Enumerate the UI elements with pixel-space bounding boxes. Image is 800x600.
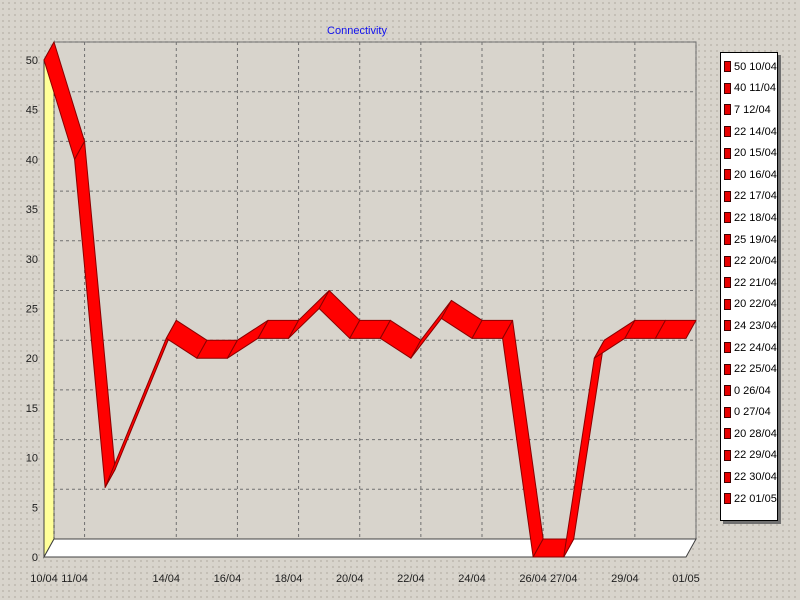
legend-swatch [724,61,731,73]
legend-item: 22 20/04 [721,250,777,272]
x-tick-label: 14/04 [153,573,181,585]
x-tick-label: 24/04 [458,573,486,585]
series-ribbon [43,41,697,558]
legend-item: 22 18/04 [721,207,777,229]
x-tick-label: 20/04 [336,573,364,585]
legend-item: 0 27/04 [721,402,777,424]
legend-swatch [724,363,731,375]
legend-item: 22 24/04 [721,337,777,359]
legend-label: 22 18/04 [734,211,777,224]
x-tick-label: 01/05 [672,573,700,585]
legend-item: 24 23/04 [721,315,777,337]
legend-item: 20 16/04 [721,164,777,186]
legend-swatch [724,147,731,159]
legend-label: 22 17/04 [734,190,777,203]
y-tick-label: 20 [26,353,38,365]
legend-item: 50 10/04 [721,56,777,78]
legend-swatch [724,428,731,440]
legend-swatch [724,234,731,246]
legend-label: 0 27/04 [734,406,771,419]
y-tick-label: 25 [26,304,38,316]
legend-label: 20 28/04 [734,427,777,440]
legend-swatch [724,385,731,397]
legend-item: 25 19/04 [721,229,777,251]
legend-item: 22 29/04 [721,445,777,467]
series-segment [654,319,697,339]
legend-item: 20 22/04 [721,294,777,316]
x-tick-label: 27/04 [550,573,578,585]
x-tick-label: 16/04 [214,573,242,585]
legend-item: 22 01/05 [721,488,777,510]
y-axis: 0 5 10 15 20 25 30 35 40 45 50 [26,55,38,564]
grid-lines [53,41,697,539]
legend-swatch [724,449,731,461]
y-tick-label: 45 [26,105,38,117]
legend-item: 22 14/04 [721,121,777,143]
legend-label: 22 14/04 [734,125,777,138]
y-tick-label: 5 [32,502,38,514]
legend-label: 40 11/04 [734,82,777,95]
legend-label: 22 25/04 [734,363,777,376]
x-tick-label: 26/04 [519,573,547,585]
legend-swatch [724,298,731,310]
legend-item: 22 30/04 [721,466,777,488]
legend-item: 40 11/04 [721,78,777,100]
plot-floor [43,538,697,558]
legend-swatch [724,82,731,94]
legend-swatch [724,471,731,483]
legend-swatch [724,320,731,332]
x-tick-label: 11/04 [61,573,88,585]
x-tick-label: 18/04 [275,573,303,585]
legend-label: 20 22/04 [734,298,777,311]
y-tick-label: 0 [32,552,38,564]
legend-swatch [724,277,731,289]
x-tick-label: 10/04 [30,573,58,585]
legend-swatch [724,104,731,116]
plot-left-wall [43,40,55,559]
x-tick-label: 22/04 [397,573,425,585]
legend-label: 22 30/04 [734,471,777,484]
legend-label: 7 12/04 [734,103,771,116]
legend-label: 22 29/04 [734,449,777,462]
legend-label: 0 26/04 [734,384,771,397]
legend-item: 22 25/04 [721,358,777,380]
legend-label: 20 16/04 [734,168,777,181]
legend-swatch [724,255,731,267]
legend-item: 7 12/04 [721,99,777,121]
legend-swatch [724,406,731,418]
legend-swatch [724,342,731,354]
legend-swatch [724,190,731,202]
legend-item: 20 28/04 [721,423,777,445]
y-tick-label: 35 [26,204,38,216]
y-tick-label: 40 [26,154,38,166]
legend-label: 50 10/04 [734,60,777,73]
y-tick-label: 50 [26,55,38,67]
legend-item: 0 26/04 [721,380,777,402]
legend-swatch [724,493,731,505]
legend-swatch [724,212,731,224]
legend-item: 22 17/04 [721,186,777,208]
x-tick-label: 29/04 [611,573,639,585]
legend-item: 20 15/04 [721,142,777,164]
chart-title: Connectivity [327,25,387,37]
legend-label: 24 23/04 [734,319,777,332]
legend-label: 20 15/04 [734,147,777,160]
legend: 50 10/04 40 11/04 7 12/04 22 14/04 20 15/04 2… [720,52,778,521]
legend-label: 22 01/05 [734,492,777,505]
legend-swatch [724,169,731,181]
legend-swatch [724,126,731,138]
y-tick-label: 10 [26,453,38,465]
legend-label: 22 20/04 [734,255,777,268]
x-axis: 10/04 11/04 14/04 16/04 18/04 20/04 22/04 24/04… [30,573,700,585]
legend-label: 25 19/04 [734,233,777,246]
y-tick-label: 15 [26,403,38,415]
legend-label: 22 21/04 [734,276,777,289]
legend-item: 22 21/04 [721,272,777,294]
y-tick-label: 30 [26,254,38,266]
legend-label: 22 24/04 [734,341,777,354]
